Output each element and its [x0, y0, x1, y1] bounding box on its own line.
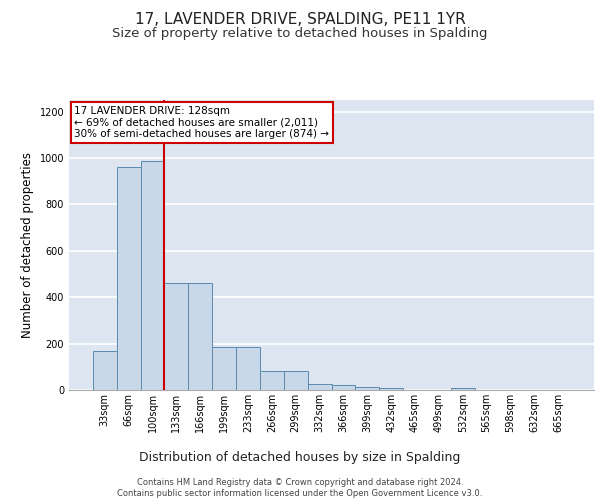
Bar	[117, 168, 140, 390]
Bar	[260, 372, 284, 390]
Bar	[308, 384, 331, 390]
Text: Distribution of detached houses by size in Spalding: Distribution of detached houses by size …	[139, 451, 461, 464]
Y-axis label: Number of detached properties: Number of detached properties	[21, 152, 34, 338]
Text: 17 LAVENDER DRIVE: 128sqm
← 69% of detached houses are smaller (2,011)
30% of se: 17 LAVENDER DRIVE: 128sqm ← 69% of detac…	[74, 106, 329, 139]
Bar	[284, 372, 308, 390]
Text: 17, LAVENDER DRIVE, SPALDING, PE11 1YR: 17, LAVENDER DRIVE, SPALDING, PE11 1YR	[134, 12, 466, 28]
Bar	[379, 388, 403, 390]
Text: Size of property relative to detached houses in Spalding: Size of property relative to detached ho…	[112, 28, 488, 40]
Bar	[331, 386, 355, 390]
Bar	[451, 388, 475, 390]
Bar	[236, 347, 260, 390]
Text: Contains HM Land Registry data © Crown copyright and database right 2024.
Contai: Contains HM Land Registry data © Crown c…	[118, 478, 482, 498]
Bar	[140, 162, 164, 390]
Bar	[188, 284, 212, 390]
Bar	[355, 386, 379, 390]
Bar	[212, 347, 236, 390]
Bar	[93, 350, 117, 390]
Bar	[164, 284, 188, 390]
